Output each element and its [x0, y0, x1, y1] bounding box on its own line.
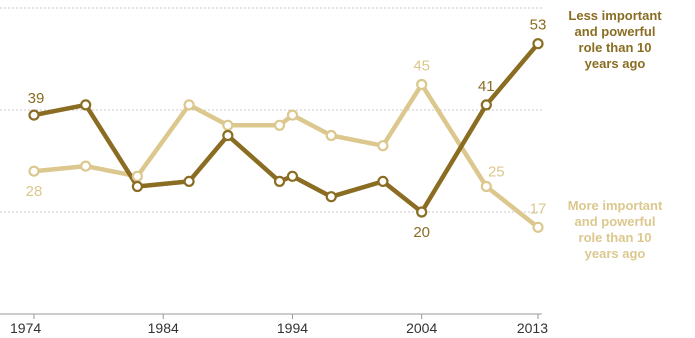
series-line-more-important: [31, 82, 541, 230]
data-point: [28, 109, 40, 121]
data-point: [183, 175, 195, 187]
data-point: [480, 99, 492, 111]
series-lines: [31, 41, 541, 230]
legend-line: role than 10: [579, 40, 652, 55]
data-labels: 39 20 41 53 28 45 25 17: [26, 17, 547, 241]
x-axis: 1974 1984 1994 2004 2013: [0, 313, 548, 336]
data-point: [377, 175, 389, 187]
data-point: [28, 165, 40, 177]
data-point: [80, 160, 92, 172]
data-point: [377, 140, 389, 152]
data-point: [286, 170, 299, 182]
x-tick-label: 2013: [517, 320, 548, 336]
x-tick-label: 1994: [277, 320, 308, 336]
legend-line: role than 10: [579, 230, 652, 245]
data-point: [273, 175, 286, 187]
x-tick-label: 1984: [148, 320, 179, 336]
data-point: [416, 206, 428, 218]
data-point: [325, 191, 337, 203]
data-point: [325, 129, 337, 142]
legend-line: Less important: [568, 8, 662, 23]
data-label: 17: [530, 200, 547, 217]
legend-line: and powerful: [575, 24, 656, 39]
series-line-less-important: [31, 41, 541, 215]
data-label: 45: [413, 58, 430, 75]
legend-line: years ago: [585, 246, 646, 261]
legend-line: More important: [568, 198, 663, 213]
data-label: 28: [26, 183, 43, 200]
data-point: [273, 119, 286, 131]
gridlines: [0, 7, 542, 213]
x-tick-label: 1974: [10, 320, 41, 336]
data-label: 25: [488, 164, 505, 181]
legend-line: and powerful: [575, 214, 656, 229]
x-tick-label: 2004: [406, 320, 437, 336]
data-point: [131, 170, 143, 182]
data-point: [416, 78, 428, 91]
data-label: 41: [478, 78, 495, 95]
data-label: 20: [413, 224, 430, 241]
legend-line: years ago: [585, 56, 646, 71]
data-point: [532, 221, 544, 233]
data-point: [183, 99, 195, 111]
data-point: [131, 180, 143, 193]
series-points: [28, 38, 544, 233]
data-point: [80, 99, 92, 111]
data-point: [532, 38, 544, 50]
data-point: [286, 109, 299, 121]
data-point: [222, 119, 234, 131]
data-point: [222, 129, 234, 142]
data-label: 39: [28, 90, 45, 107]
data-label: 53: [530, 17, 547, 34]
data-point: [480, 180, 492, 193]
